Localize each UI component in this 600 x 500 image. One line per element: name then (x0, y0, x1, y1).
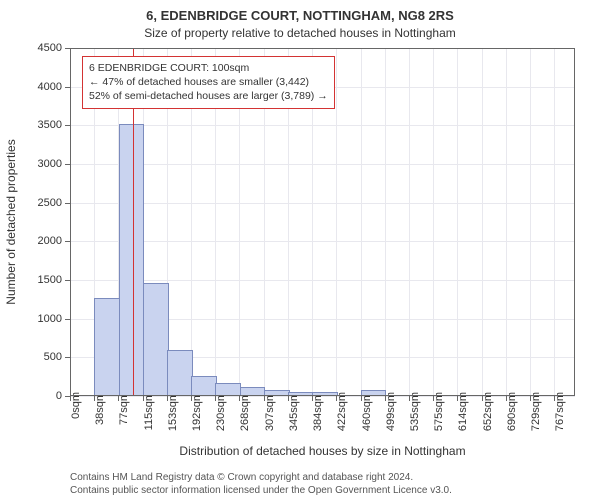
xtick-label: 690sqm (506, 392, 518, 431)
xtick-label: 767sqm (554, 392, 566, 431)
xtick-label: 153sqm (167, 392, 179, 431)
xtick-label: 535sqm (409, 392, 421, 431)
footer-line: Contains HM Land Registry data © Crown c… (70, 471, 452, 484)
ytick-label: 1000 (0, 313, 62, 325)
ytick-label: 4500 (0, 42, 62, 54)
xtick-label: 307sqm (264, 392, 276, 431)
xtick-label: 0sqm (70, 392, 82, 419)
xtick-label: 422sqm (336, 392, 348, 431)
xtick-label: 115sqm (143, 392, 155, 430)
annotation-line: ← 47% of detached houses are smaller (3,… (89, 75, 328, 89)
title-line2: Size of property relative to detached ho… (0, 26, 600, 40)
y-axis-label: Number of detached properties (4, 139, 18, 304)
xtick-label: 192sqm (191, 392, 203, 431)
ytick-label: 0 (0, 390, 62, 402)
xtick-label: 460sqm (361, 392, 373, 431)
x-axis-label: Distribution of detached houses by size … (70, 444, 575, 458)
ytick-label: 3500 (0, 119, 62, 131)
xtick-label: 652sqm (482, 392, 494, 431)
xtick-label: 345sqm (288, 392, 300, 431)
xtick-label: 268sqm (239, 392, 251, 431)
footer-line: Contains public sector information licen… (70, 484, 452, 497)
ytick-label: 500 (0, 351, 62, 363)
xtick-label: 614sqm (457, 392, 469, 431)
xtick-label: 384sqm (312, 392, 324, 431)
xtick-label: 575sqm (433, 392, 445, 431)
annotation-box: 6 EDENBRIDGE COURT: 100sqm← 47% of detac… (82, 56, 335, 109)
xtick-label: 77sqm (118, 392, 130, 425)
annotation-line: 6 EDENBRIDGE COURT: 100sqm (89, 61, 328, 75)
title-line1: 6, EDENBRIDGE COURT, NOTTINGHAM, NG8 2RS (0, 8, 600, 23)
xtick-label: 230sqm (215, 392, 227, 431)
xtick-label: 729sqm (530, 392, 542, 431)
ytick-label: 4000 (0, 81, 62, 93)
xtick-label: 499sqm (385, 392, 397, 431)
footer: Contains HM Land Registry data © Crown c… (70, 471, 452, 497)
xtick-label: 38sqm (94, 392, 106, 425)
annotation-line: 52% of semi-detached houses are larger (… (89, 89, 328, 103)
